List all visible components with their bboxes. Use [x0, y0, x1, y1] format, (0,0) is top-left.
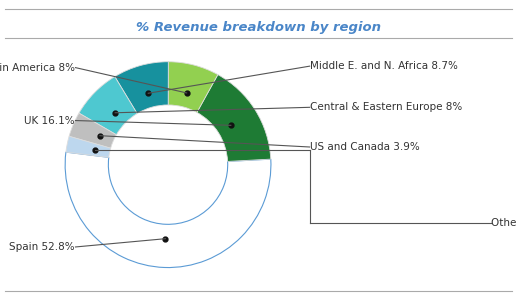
Wedge shape [197, 75, 271, 161]
Text: Others 2.5%: Others 2.5% [491, 218, 517, 228]
Wedge shape [115, 62, 169, 113]
Wedge shape [79, 76, 137, 135]
Text: Latin America 8%: Latin America 8% [0, 63, 75, 73]
Text: % Revenue breakdown by region: % Revenue breakdown by region [136, 21, 381, 34]
Text: Middle E. and N. Africa 8.7%: Middle E. and N. Africa 8.7% [310, 61, 458, 71]
Text: US and Canada 3.9%: US and Canada 3.9% [310, 142, 420, 152]
Text: UK 16.1%: UK 16.1% [24, 116, 75, 126]
Text: Central & Eastern Europe 8%: Central & Eastern Europe 8% [310, 102, 462, 112]
Wedge shape [168, 62, 218, 112]
Wedge shape [66, 136, 111, 157]
Wedge shape [69, 113, 116, 148]
Text: Spain 52.8%: Spain 52.8% [9, 242, 75, 252]
Wedge shape [65, 152, 271, 268]
